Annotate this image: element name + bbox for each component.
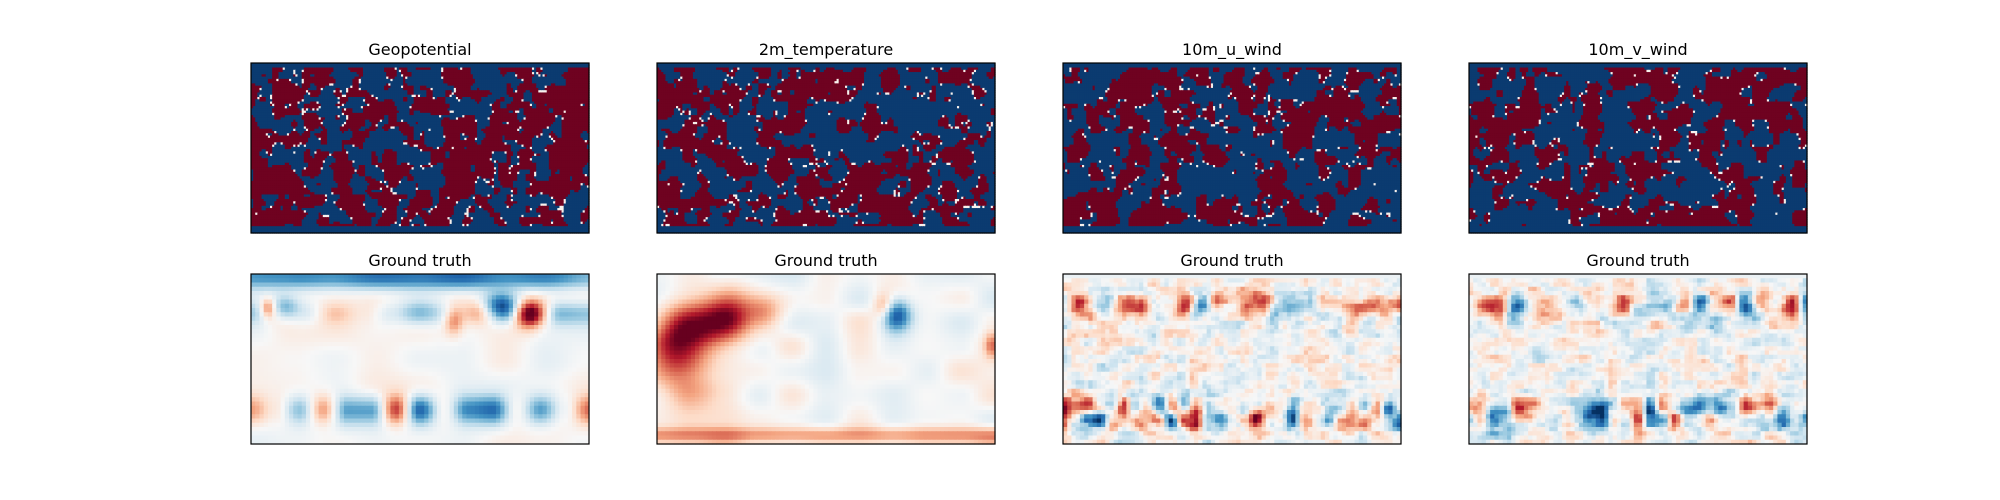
heatmap (251, 63, 590, 234)
panel-title: Geopotential (368, 40, 471, 59)
panel-geopotential-prediction: Geopotential (251, 40, 590, 234)
